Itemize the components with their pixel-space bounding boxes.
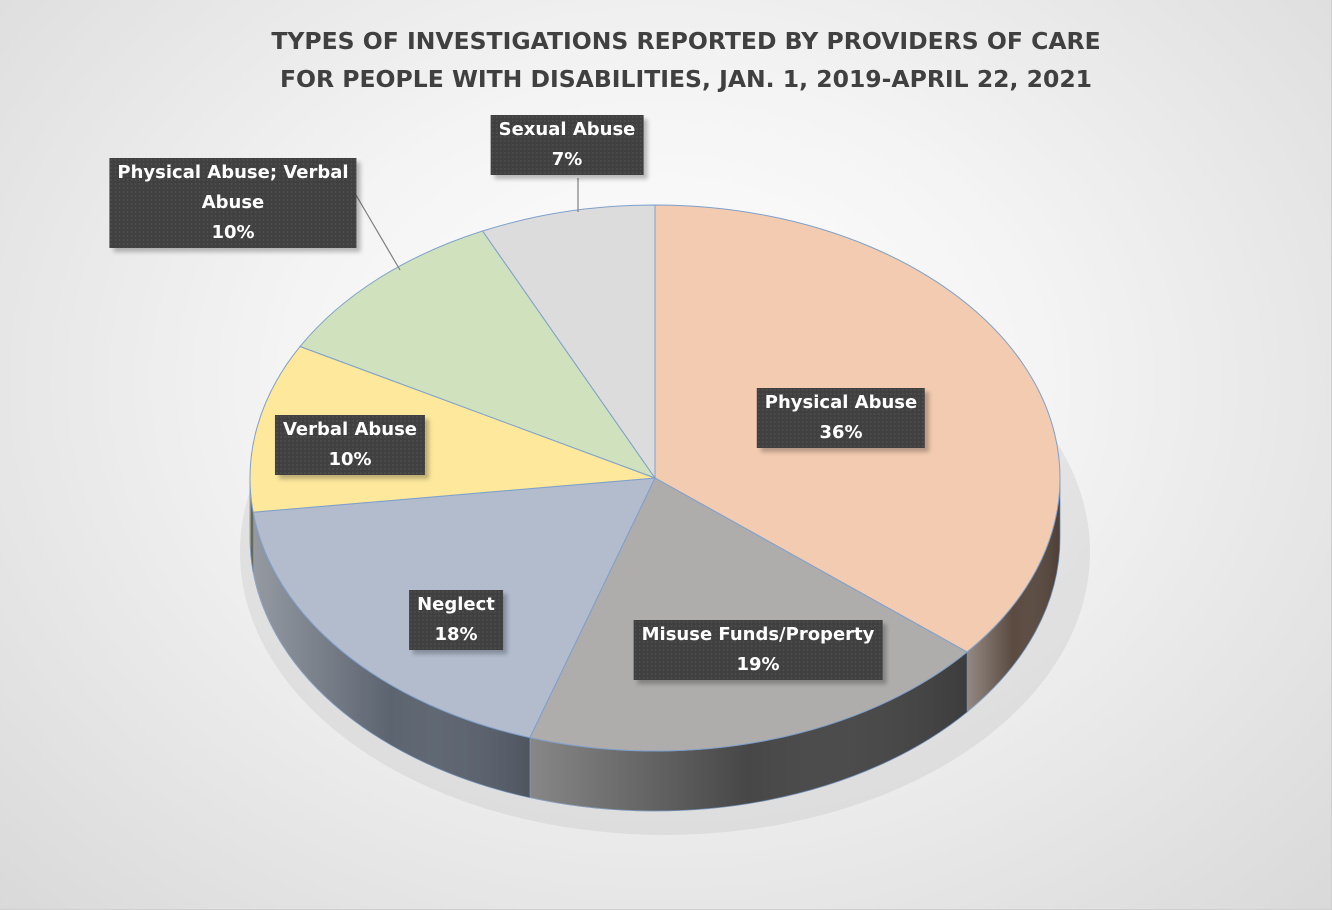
data-label-category: Sexual Abuse (498, 119, 636, 140)
pie-slice-misuse-funds-property (529, 477, 968, 752)
data-label-neglect: Neglect 18% (409, 590, 503, 650)
data-label-value: 18% (434, 624, 478, 645)
data-label-misuse-funds-property: Misuse Funds/Property 19% (633, 620, 883, 680)
data-label-physical-abuse: Physical Abuse 36% (756, 388, 926, 448)
data-label-category: Physical Abuse; Verbal (117, 162, 349, 183)
data-label-category: Misuse Funds/Property (641, 624, 875, 645)
chart-title-line-1: TYPES OF INVESTIGATIONS REPORTED BY PROV… (271, 27, 1101, 55)
pie-slice-physical-abuse-verbal-abuse (299, 230, 657, 480)
chart-title: TYPES OF INVESTIGATIONS REPORTED BY PROV… (0, 22, 1332, 98)
data-label-value: 36% (819, 422, 863, 443)
data-label-category: Physical Abuse (764, 392, 918, 413)
pie-side-shade-verbal-abuse (250, 478, 254, 573)
data-label-category: Verbal Abuse (282, 419, 418, 440)
data-label-value: 10% (211, 222, 255, 243)
data-label-category: Neglect (417, 594, 495, 615)
pie-side-shade-misuse-funds-property (529, 652, 968, 811)
data-label-category: Abuse (201, 192, 265, 213)
pie-slice-sexual-abuse (481, 204, 656, 480)
data-label-value: 7% (551, 149, 583, 170)
data-label-sexual-abuse: Sexual Abuse 7% (490, 115, 644, 175)
data-label-physical-abuse-verbal-abuse: Physical Abuse; Verbal Abuse 10% (109, 158, 357, 248)
data-label-verbal-abuse: Verbal Abuse 10% (274, 415, 426, 475)
leader-line-physical-abuse-verbal-abuse (355, 194, 401, 271)
data-label-value: 19% (736, 654, 780, 675)
pie-side-shade-physical-abuse (967, 478, 1060, 713)
data-label-value: 10% (328, 449, 372, 470)
pie-side-shade-neglect (253, 512, 530, 798)
chart-title-line-2: FOR PEOPLE WITH DISABILITIES, JAN. 1, 20… (279, 65, 1093, 93)
